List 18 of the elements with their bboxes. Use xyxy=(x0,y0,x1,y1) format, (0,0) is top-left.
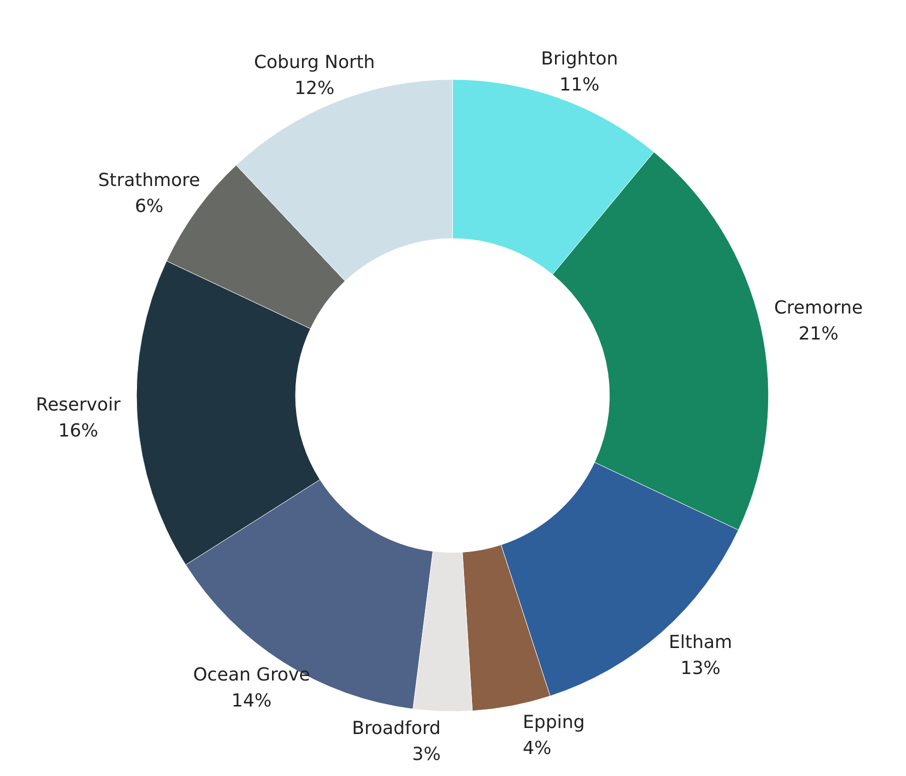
slice-label: Coburg North xyxy=(254,52,375,74)
data-label: 6% xyxy=(134,196,164,218)
data-label: 11% xyxy=(560,74,600,96)
slice-label: Eltham xyxy=(668,632,732,653)
data-label: 21% xyxy=(798,324,838,345)
slice-label: Reservoir xyxy=(36,394,122,416)
slice-label: Broadford xyxy=(352,718,441,739)
slice-label: Ocean Grove xyxy=(193,664,310,686)
slice-label: Strathmore xyxy=(98,170,200,192)
data-label: 13% xyxy=(680,658,721,679)
data-label: 16% xyxy=(58,420,98,442)
data-label: 3% xyxy=(412,744,441,765)
data-label: 14% xyxy=(232,690,272,712)
slice-label: Brighton xyxy=(540,48,618,70)
slice-label: Epping xyxy=(522,712,585,733)
data-label: 4% xyxy=(522,738,552,759)
data-label: 12% xyxy=(294,78,334,100)
slice-label: Cremorne xyxy=(774,298,863,319)
